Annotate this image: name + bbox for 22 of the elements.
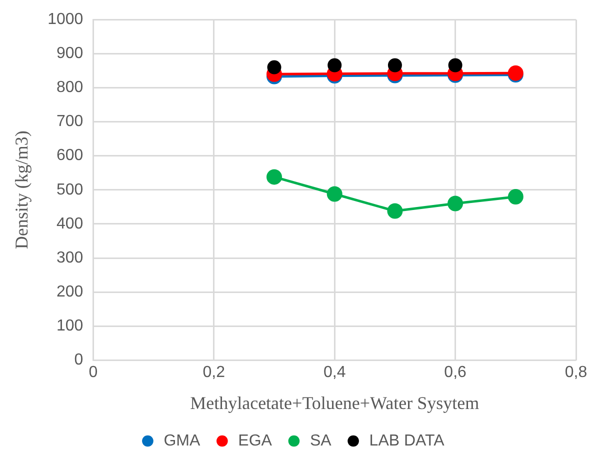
legend-label: LAB DATA [369,432,445,450]
y-tick-label: 700 [56,113,84,130]
y-tick-label: 800 [56,79,84,96]
y-axis-title: Density (kg/m3) [12,130,32,250]
y-tick-label: 300 [56,249,84,266]
y-tick-label: 600 [56,147,84,164]
y-tick-label: 100 [56,318,84,335]
y-tick-label: 0 [74,352,84,369]
x-tick-label: 0,6 [444,364,467,382]
y-tick-label: 200 [56,283,84,300]
legend-label: SA [310,432,332,450]
x-tick-label: 0,8 [564,364,588,382]
y-tick-label: 500 [56,181,84,198]
y-tick-label: 900 [56,45,84,62]
x-tick-label: 0,4 [323,364,346,382]
x-tick-label: 0 [88,364,98,382]
legend-label: EGA [238,432,272,450]
legend-label: GMA [164,432,200,450]
y-tick-label: 400 [56,215,84,232]
x-tick-label: 0,2 [202,364,226,382]
x-axis-title: Methylacetate+Toluene+Water Sysytem [190,392,480,413]
y-tick-label: 1000 [48,11,84,28]
